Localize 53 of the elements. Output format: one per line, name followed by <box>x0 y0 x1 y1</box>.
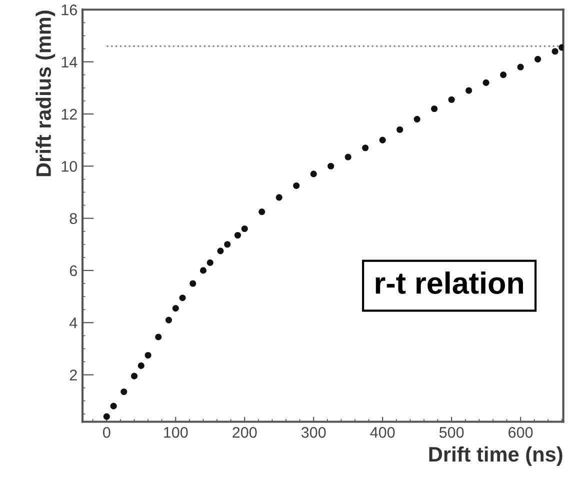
point <box>534 56 542 62</box>
point <box>103 413 110 420</box>
y-tick-label: 12 <box>62 108 77 120</box>
point <box>396 126 404 133</box>
point <box>179 294 186 302</box>
point <box>328 162 334 170</box>
point <box>130 372 138 380</box>
point <box>217 248 224 254</box>
point <box>362 144 369 152</box>
point <box>200 267 207 274</box>
point <box>110 402 117 410</box>
point <box>165 316 172 324</box>
point <box>500 72 507 78</box>
y-tick-label: 10 <box>62 161 78 172</box>
x-tick-label: 500 <box>439 427 464 438</box>
point <box>276 194 282 201</box>
point <box>293 182 300 189</box>
point <box>120 388 128 396</box>
y-tick-label: 16 <box>62 4 77 16</box>
x-tick-label: 300 <box>301 427 326 438</box>
point <box>206 259 214 266</box>
point <box>155 334 162 340</box>
point <box>482 79 490 86</box>
point <box>241 225 248 232</box>
point <box>172 304 179 312</box>
point <box>234 232 242 239</box>
x-tick-label: 600 <box>508 427 533 438</box>
point <box>431 105 438 112</box>
point <box>466 87 472 94</box>
x-tick-label: 400 <box>370 427 395 438</box>
y-tick-label: 2 <box>70 370 77 380</box>
point <box>138 362 144 369</box>
point <box>190 280 196 287</box>
x-axis-title: Drift time (ns) <box>429 446 562 466</box>
y-tick-label: 6 <box>70 265 77 276</box>
point <box>414 116 420 122</box>
y-tick-label: 8 <box>70 213 77 224</box>
y-tick-label: 14 <box>62 56 78 68</box>
point <box>258 208 266 216</box>
point <box>344 154 352 160</box>
x-tick-label: 200 <box>232 427 257 438</box>
annotation: r-t relation <box>376 272 523 294</box>
point <box>517 64 524 70</box>
point <box>552 48 558 55</box>
y-axis-title: Drift radius (mm) <box>36 10 56 176</box>
x-tick-label: 0 <box>103 427 110 438</box>
y-tick-label: 4 <box>70 318 78 328</box>
point <box>144 352 152 359</box>
x-tick-label: 100 <box>164 427 188 438</box>
point <box>224 241 231 248</box>
point <box>379 136 386 144</box>
point <box>448 96 455 103</box>
point <box>310 170 317 178</box>
